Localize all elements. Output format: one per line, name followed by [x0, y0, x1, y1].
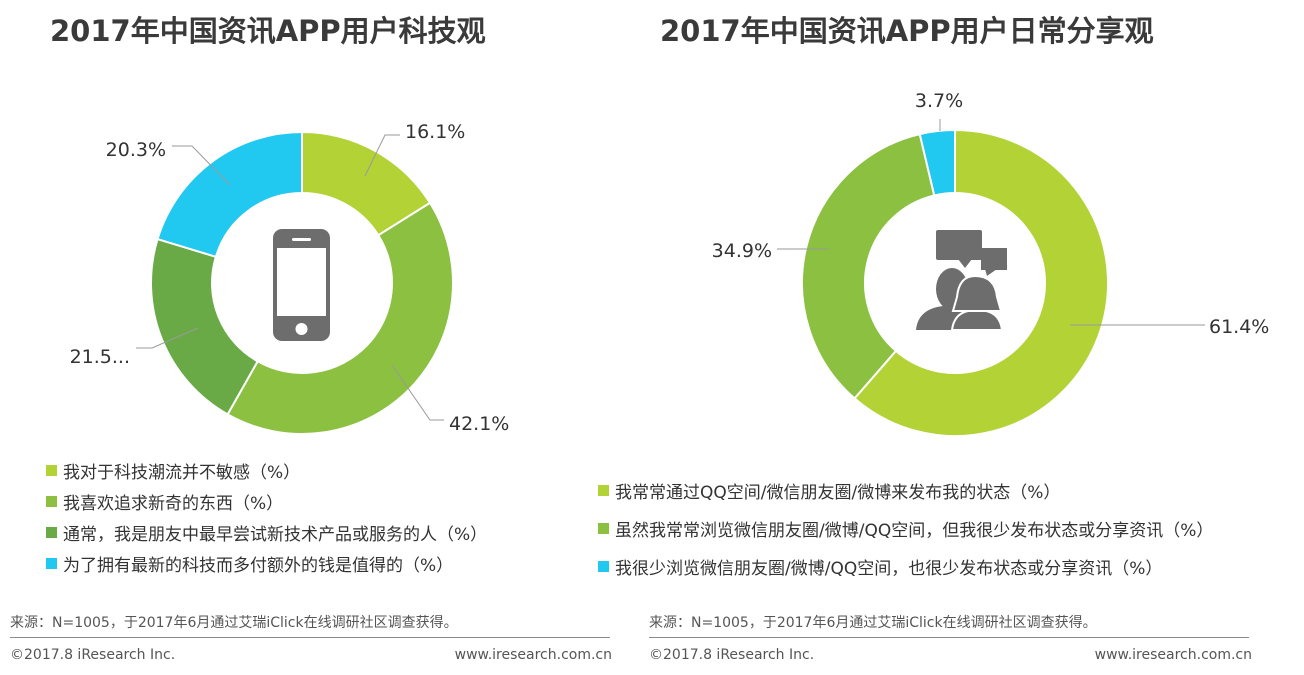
- donut-slice: [853, 128, 1109, 437]
- panel-sharing-attitude: 2017年中国资讯APP用户日常分享观 61.4% 34.9% 3.7% 我常常通过…: [598, 0, 1304, 675]
- slice-value-label: 3.7%: [915, 90, 963, 112]
- slice-value-label: 20.3%: [106, 139, 166, 161]
- legend-sharing: 我常常通过QQ空间/微信朋友圈/微博来发布我的状态（%） 虽然我常常浏览微信朋友圈…: [598, 471, 1213, 585]
- donut-slice: [226, 201, 454, 435]
- donut-slice: [918, 128, 956, 197]
- legend-swatch: [46, 558, 57, 569]
- legend-label: 我对于科技潮流并不敏感（%）: [63, 463, 301, 483]
- legend-swatch: [46, 527, 57, 538]
- chart-title: 2017年中国资讯APP用户日常分享观: [660, 14, 1154, 48]
- website-link[interactable]: www.iresearch.com.cn: [454, 647, 612, 663]
- donut-slice: [156, 130, 303, 259]
- source-note: 来源：N=1005，于2017年6月通过艾瑞iClick在线调研社区调查获得。: [649, 615, 1097, 631]
- legend-swatch: [598, 560, 609, 572]
- legend-swatch: [598, 522, 609, 534]
- leader-line: [364, 134, 400, 177]
- legend-swatch: [598, 484, 609, 496]
- legend-item: 我喜欢追求新奇的东西（%）: [46, 486, 487, 517]
- slice-value-label: 42.1%: [449, 413, 509, 435]
- legend-item: 通常，我是朋友中最早尝试新技术产品或服务的人（%）: [46, 517, 487, 548]
- legend-item: 我对于科技潮流并不敏感（%）: [46, 455, 487, 486]
- legend-label: 我喜欢追求新奇的东西（%）: [63, 494, 284, 514]
- source-note: 来源：N=1005，于2017年6月通过艾瑞iClick在线调研社区调查获得。: [10, 615, 458, 631]
- legend-item: 为了拥有最新的科技而多付额外的钱是值得的（%）: [46, 548, 487, 579]
- panel-tech-attitude: 2017年中国资讯APP用户科技观 16.1% 42.1% 21.5... 20.3%…: [10, 14, 612, 663]
- legend-label: 通常，我是朋友中最早尝试新技术产品或服务的人（%）: [63, 525, 488, 545]
- slice-value-label: 61.4%: [1209, 316, 1269, 338]
- slice-value-label: 34.9%: [712, 240, 772, 262]
- leader-line: [391, 364, 444, 421]
- legend-item: 虽然我常常浏览微信朋友圈/微博/QQ空间，但我很少发布状态或分享资讯（%）: [598, 509, 1213, 547]
- people-chat-icon: [916, 230, 1007, 331]
- legend-tech: 我对于科技潮流并不敏感（%） 我喜欢追求新奇的东西（%） 通常，我是朋友中最早尝试新…: [46, 455, 487, 579]
- donut-slice: [150, 237, 260, 416]
- donut-chart-sharing: 61.4% 34.9% 3.7%: [712, 90, 1269, 437]
- divider: [649, 637, 1249, 638]
- copyright-text: ©2017.8 iResearch Inc.: [10, 647, 176, 663]
- legend-item: 我很少浏览微信朋友圈/微博/QQ空间，也很少发布状态或分享资讯（%）: [598, 547, 1213, 585]
- donut-chart-tech: 16.1% 42.1% 21.5... 20.3%: [70, 121, 510, 435]
- leader-line: [136, 327, 199, 349]
- legend-label: 我很少浏览微信朋友圈/微博/QQ空间，也很少发布状态或分享资讯（%）: [615, 558, 1163, 579]
- donut-slice: [801, 132, 936, 400]
- website-link[interactable]: www.iresearch.com.cn: [1094, 647, 1252, 663]
- smartphone-icon: [273, 229, 330, 341]
- legend-label: 为了拥有最新的科技而多付额外的钱是值得的（%）: [63, 556, 454, 576]
- divider: [10, 637, 610, 638]
- legend-label: 虽然我常常浏览微信朋友圈/微博/QQ空间，但我很少发布状态或分享资讯（%）: [615, 520, 1214, 541]
- legend-label: 我常常通过QQ空间/微信朋友圈/微博来发布我的状态（%）: [615, 482, 1061, 503]
- copyright-text: ©2017.8 iResearch Inc.: [649, 647, 815, 663]
- slice-value-label: 16.1%: [405, 121, 465, 143]
- slice-value-label: 21.5...: [70, 346, 130, 368]
- legend-swatch: [46, 496, 57, 507]
- legend-swatch: [46, 465, 57, 476]
- chart-title: 2017年中国资讯APP用户科技观: [50, 14, 486, 48]
- legend-item: 我常常通过QQ空间/微信朋友圈/微博来发布我的状态（%）: [598, 471, 1213, 509]
- leader-line: [172, 145, 231, 186]
